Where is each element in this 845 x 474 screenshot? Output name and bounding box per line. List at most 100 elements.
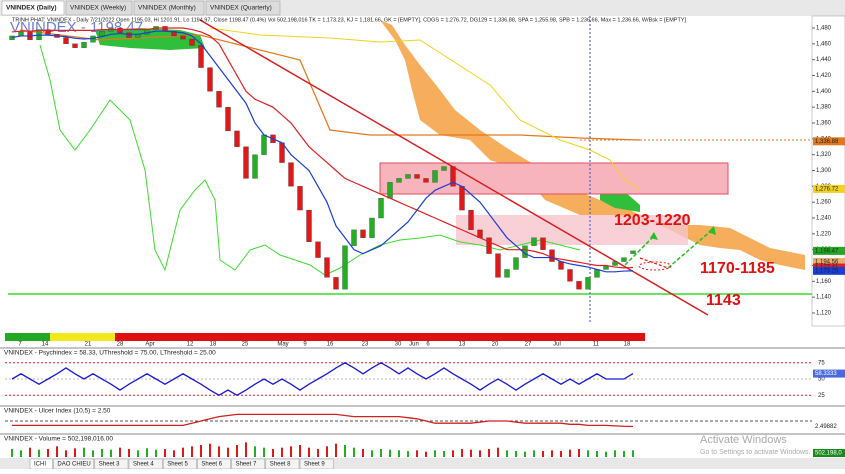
value-tag — [813, 449, 845, 457]
volume-bar — [110, 449, 112, 457]
sheet-tab-label[interactable]: Sheet 7 — [236, 462, 257, 468]
candle — [351, 229, 357, 246]
price-tag-label: 1,336.88 — [815, 139, 839, 145]
volume-bar — [497, 447, 499, 457]
sheet-tab-label[interactable]: ICHI — [34, 462, 46, 468]
candle — [198, 45, 204, 68]
volume-bar — [524, 451, 526, 457]
y-tick-label: 1,260 — [816, 200, 832, 206]
volume-bar — [614, 450, 616, 457]
tab-label[interactable]: VNINDEX (Daily) — [6, 5, 57, 12]
x-tick-label: 23 — [362, 342, 369, 348]
x-tick-label: 16 — [327, 342, 334, 348]
y-tick-label: 1,400 — [816, 89, 832, 95]
candle — [558, 261, 564, 270]
candle — [378, 198, 384, 219]
candle — [333, 277, 339, 290]
volume-bar — [200, 445, 202, 457]
price-tag-label: 1,194.56 — [815, 260, 839, 266]
sheet-tab-label[interactable]: Sheet 9 — [304, 462, 325, 468]
volume-bar — [182, 447, 184, 457]
volume-bar — [92, 450, 94, 457]
sheet-tab-label[interactable]: Sheet 5 — [167, 462, 188, 468]
volume-bar — [29, 447, 31, 457]
candle — [63, 37, 69, 44]
volume-bar — [407, 451, 409, 457]
candle — [396, 178, 402, 183]
candle — [432, 170, 438, 183]
candle — [459, 186, 465, 211]
candle — [216, 91, 222, 108]
price.kijun-line — [11, 27, 634, 269]
y-tick-label: 1,140 — [816, 295, 832, 301]
candle — [90, 35, 96, 43]
ichimoku-cloud — [380, 20, 805, 270]
resistance-zone — [456, 215, 688, 245]
price-tag — [813, 246, 845, 255]
volume-bar — [155, 449, 157, 457]
signal-bar — [5, 333, 645, 341]
tab[interactable] — [205, 0, 281, 16]
x-tick-label: 13 — [459, 342, 466, 348]
tab[interactable] — [1, 0, 65, 16]
candle — [171, 31, 177, 37]
sheet-tab-label[interactable]: Sheet 6 — [201, 462, 222, 468]
value-tag-label: 502,198,0 — [815, 451, 842, 457]
price-tag-label: 1,276.72 — [815, 187, 839, 193]
candle — [621, 257, 627, 262]
x-tick-label: 18 — [210, 342, 217, 348]
sheet-tab-label[interactable]: DAO CHIEU — [57, 462, 90, 468]
y-tick-label: 1,220 — [816, 231, 832, 237]
candle — [468, 209, 474, 231]
candle — [315, 241, 321, 258]
sheet-tab-label[interactable]: Sheet 4 — [133, 462, 154, 468]
volume-bar — [515, 451, 517, 457]
panel-title: VNINDEX - Ulcer Index (10,5) = 2.50 — [4, 408, 111, 415]
volume-bar — [560, 451, 562, 457]
volume-bar — [587, 450, 589, 457]
y-tick-label: 1,420 — [816, 73, 832, 79]
x-tick-label: 25 — [242, 342, 249, 348]
candle — [45, 29, 51, 35]
x-tick-label: 9 — [303, 342, 307, 348]
x-tick-label: Jun — [409, 342, 419, 348]
volume-bar — [416, 450, 418, 457]
volume-bar — [506, 450, 508, 457]
candle — [117, 27, 123, 33]
volume-bar — [128, 449, 130, 457]
watermark: Activate Windows — [700, 434, 787, 446]
tab[interactable] — [133, 0, 205, 16]
volume-bar — [389, 449, 391, 457]
volume-bar — [218, 446, 220, 457]
sheet-tab-label[interactable]: Sheet 3 — [99, 462, 120, 468]
tab-label[interactable]: VNINDEX (Weekly) — [70, 5, 126, 12]
candle — [369, 217, 375, 238]
tab-label[interactable]: VNINDEX (Quarterly) — [210, 5, 272, 12]
y-tick-label: 1,240 — [816, 216, 832, 222]
volume-bar — [344, 445, 346, 457]
y-tick-label: 1,480 — [816, 26, 832, 32]
volume-bar — [596, 451, 598, 457]
value-tag-label: 2.49882 — [815, 424, 837, 430]
candle — [72, 43, 78, 48]
volume-bar — [371, 450, 373, 457]
ulcer.values-line — [12, 413, 634, 428]
annotation: 1170-1185 — [700, 260, 775, 277]
volume-bar — [146, 448, 148, 457]
annotation: 1203-1220 — [614, 212, 691, 229]
panel-title: VNINDEX - Volume = 502,198,016.00 — [4, 436, 113, 443]
sheet-tab-label[interactable]: Sheet 8 — [270, 462, 291, 468]
tab[interactable] — [65, 0, 133, 16]
tab-label[interactable]: VNINDEX (Monthly) — [138, 5, 196, 12]
volume-bar — [290, 446, 292, 457]
candle — [180, 35, 186, 40]
volume-bar — [425, 451, 427, 457]
volume-bar — [83, 447, 85, 457]
y-tick-label: 1,380 — [816, 105, 832, 111]
x-tick-label: 7 — [18, 342, 22, 348]
volume-bar — [353, 447, 355, 457]
x-tick-label: Jul — [553, 342, 561, 348]
volume-bar — [281, 447, 283, 457]
x-tick-label: 14 — [42, 342, 49, 348]
